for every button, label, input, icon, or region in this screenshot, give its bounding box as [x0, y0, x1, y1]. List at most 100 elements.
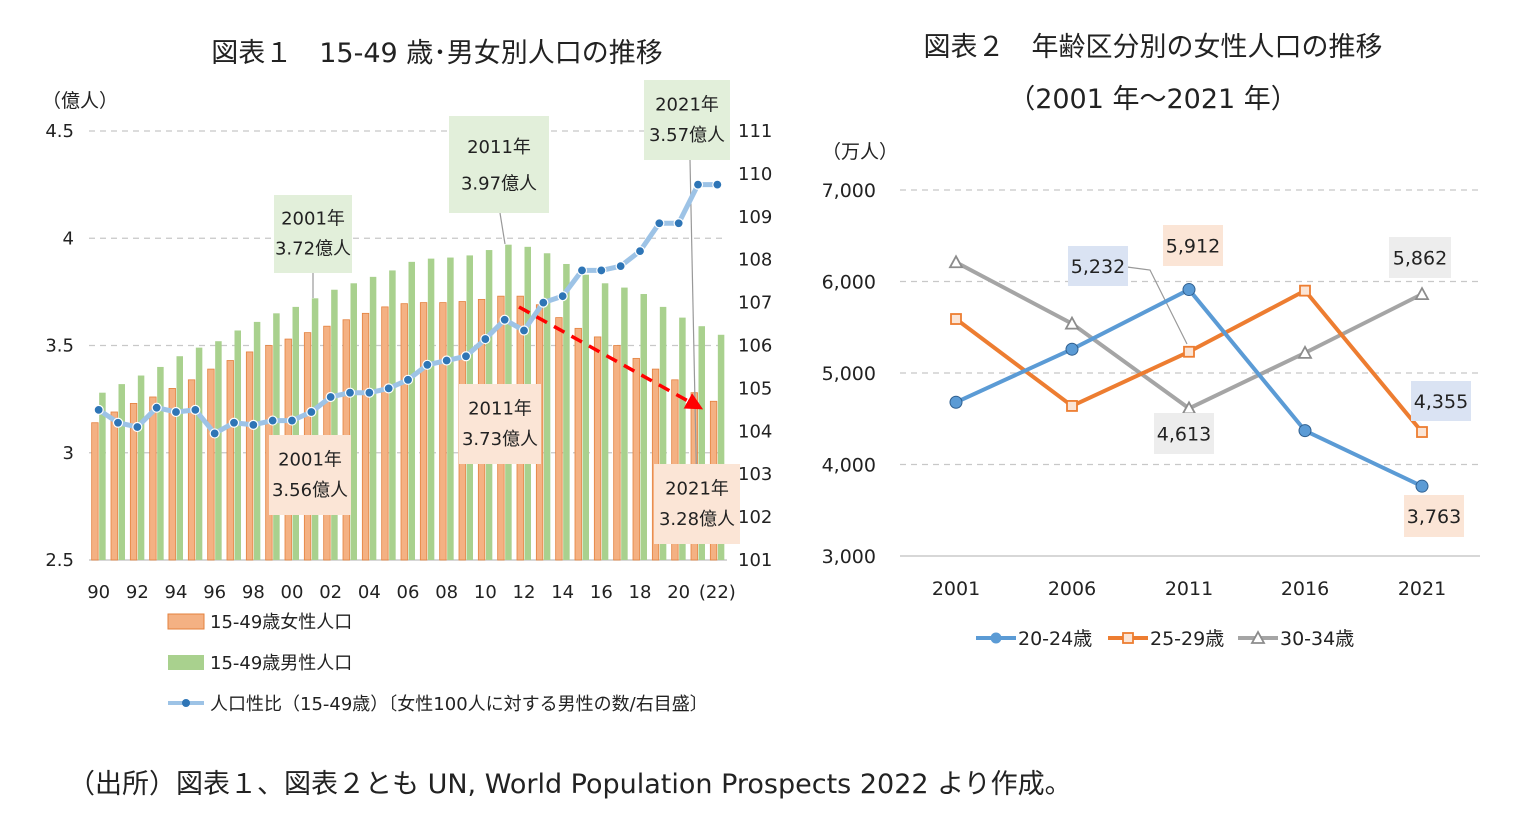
female-bar-2005	[381, 306, 389, 561]
male-bar-2022	[717, 334, 725, 560]
annotation-box	[654, 464, 740, 544]
male-bar-2017	[621, 287, 628, 560]
legend-label-male: 15-49歳男性人口	[210, 653, 352, 674]
female-bar-2018	[632, 357, 640, 561]
female-bar-2014	[555, 317, 563, 561]
chart2-x-tick-label: 2021	[1398, 578, 1446, 600]
male-bar-2015	[582, 274, 589, 560]
male-bar-2014	[563, 263, 570, 560]
annotation-box	[459, 384, 541, 464]
annotation-year: 2021年	[655, 94, 719, 115]
annotation-year: 2011年	[468, 398, 532, 419]
sex-ratio-point-2007	[422, 359, 433, 370]
chart1-x-tick-label: 14	[551, 582, 574, 603]
chart2-y-tick-label: 7,000	[822, 180, 876, 202]
series-marker-30-34歳-2021	[1414, 286, 1430, 301]
sex-ratio-point-2002	[325, 391, 336, 403]
chart2-y-axis-label: （万人）	[822, 141, 898, 163]
chart1-y2-tick-label: 107	[738, 293, 772, 314]
female-bar-2008	[439, 302, 447, 561]
chart1-x-tick-label: 00	[281, 582, 304, 603]
annotation-box	[449, 116, 549, 213]
annotation-box	[269, 435, 351, 515]
male-bar-1991	[118, 384, 125, 560]
leader-line-male-2011	[499, 212, 506, 245]
annotation-year: 2011年	[467, 137, 531, 158]
female-bar-2007	[419, 302, 428, 561]
male-bar-1996	[215, 341, 222, 560]
female-bar-2016	[593, 336, 602, 561]
chart1-y-tick-label: 3.5	[45, 336, 74, 357]
sex-ratio-point-1999	[267, 415, 278, 426]
series-marker-20-24歳-2021	[1415, 479, 1429, 493]
chart1-legend: 15-49歳女性人口 15-49歳男性人口人口性比（15-49歳）〔女性100人に…	[167, 612, 708, 715]
chart1-annotation-female-5: 2021年 3.28億人	[654, 464, 740, 544]
chart1-x-tick-label: 90	[87, 582, 110, 603]
data-label-text: 5,862	[1393, 248, 1447, 270]
male-bar-2016	[601, 283, 609, 560]
chart2-y-tick-label: 4,000	[822, 455, 876, 477]
series-marker-20-24歳-2011	[1182, 283, 1196, 297]
leader-line-5232	[1126, 266, 1188, 345]
sex-ratio-point-2017	[615, 261, 626, 272]
annotation-box	[644, 80, 730, 160]
legend-label-ratio: 人口性比（15-49歳）〔女性100人に対する男性の数/右目盛〕	[210, 694, 708, 715]
series-marker-20-24歳-2001	[949, 395, 963, 409]
chart2-title-line2: （2001 年～2021 年）	[1008, 84, 1298, 115]
chart1-x-tick-label: 12	[513, 582, 536, 603]
female-bar-1993	[149, 396, 157, 561]
male-bar-2002	[331, 289, 338, 560]
chart1-annotation-male-0: 2001年 3.72億人	[274, 195, 352, 273]
data-label-box	[1068, 246, 1128, 286]
sex-ratio-point-2004	[364, 387, 375, 398]
chart1-y2-tick-label: 110	[738, 164, 772, 185]
data-label-box	[1411, 381, 1471, 421]
legend-swatch-marker-1	[1122, 632, 1134, 644]
data-label-text: 4,613	[1157, 424, 1211, 446]
data-label-text: 4,355	[1414, 391, 1468, 413]
chart2-title-line1: 図表２ 年齢区分別の女性人口の推移	[924, 32, 1383, 63]
chart1-x-tick-label: 20	[667, 582, 690, 603]
chart1-annotation-female-4: 2011年 3.73億人	[459, 384, 541, 464]
sex-ratio-point-2019	[654, 218, 665, 229]
male-bar-2019	[659, 306, 667, 560]
male-bar-2020	[679, 317, 686, 560]
male-bar-2021	[698, 326, 705, 560]
chart2-y-tick-label: 5,000	[822, 363, 876, 385]
female-bar-1994	[168, 387, 176, 561]
legend-label-0: 20-24歳	[1018, 628, 1092, 650]
chart2-data-label-0: 5,232	[1068, 246, 1128, 286]
male-bar-1995	[195, 347, 203, 560]
annotation-year: 2001年	[278, 449, 342, 470]
sex-ratio-point-1998	[248, 419, 259, 430]
chart2-data-label-3: 4,355	[1411, 381, 1471, 421]
source-note: （出所）図表１、図表２とも UN, World Population Prosp…	[68, 769, 1072, 800]
sex-ratio-point-2006	[402, 374, 414, 385]
sex-ratio-point-2012	[518, 325, 530, 336]
sex-ratio-point-1995	[190, 404, 201, 415]
legend-swatch-male	[168, 655, 204, 670]
chart1-y2-tick-label: 101	[738, 550, 772, 571]
data-label-text: 3,763	[1407, 506, 1461, 528]
chart2-data-label-2: 5,862	[1389, 237, 1451, 278]
chart1-x-tick-label: 96	[203, 582, 226, 603]
data-label-text: 5,912	[1166, 236, 1220, 258]
sex-ratio-point-2021	[692, 179, 704, 190]
sex-ratio-point-1994	[170, 406, 182, 418]
chart1-x-tick-label: 92	[126, 582, 149, 603]
sex-ratio-point-2001	[306, 406, 317, 418]
male-bar-2000	[292, 306, 299, 560]
chart1-x-tick-label: 06	[397, 582, 420, 603]
male-bar-1993	[157, 366, 164, 560]
annotation-value: 3.72億人	[275, 238, 351, 259]
chart1-y2-tick-label: 111	[738, 121, 772, 142]
male-bar-1992	[137, 375, 145, 560]
annotation-value: 3.28億人	[659, 509, 735, 530]
chart1-y2-tick-label: 104	[738, 421, 772, 442]
female-bar-2004	[361, 312, 370, 561]
series-marker-25-29歳-2011	[1183, 345, 1195, 358]
data-label-text: 5,232	[1071, 256, 1125, 278]
annotation-box	[274, 195, 352, 273]
sex-ratio-point-2000	[286, 415, 298, 426]
